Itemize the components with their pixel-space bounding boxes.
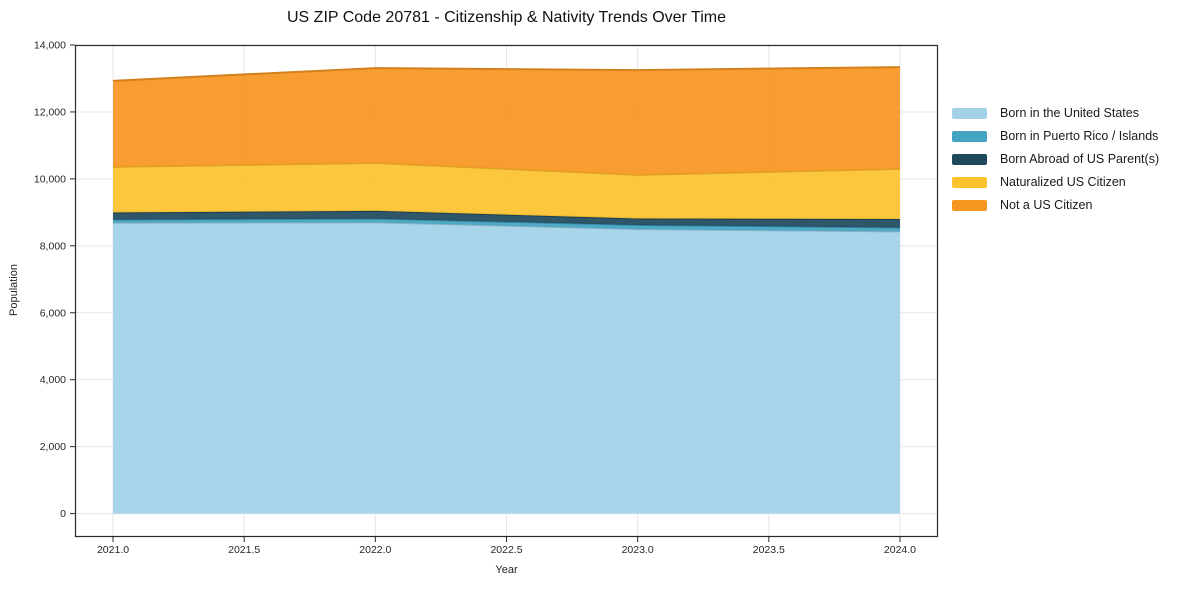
legend-item: Born Abroad of US Parent(s) [952, 152, 1159, 166]
y-tick-label: 12,000 [34, 106, 66, 118]
area-born-in-puerto-rico-islands [113, 218, 900, 232]
y-tick-label: 2,000 [40, 441, 66, 453]
x-tick-label: 2021.5 [228, 544, 260, 556]
legend-item: Not a US Citizen [952, 198, 1159, 212]
legend-label: Naturalized US Citizen [1000, 175, 1126, 189]
x-axis-label: Year [495, 564, 518, 576]
legend-label: Born in the United States [1000, 106, 1139, 120]
plot-border [74, 44, 939, 538]
y-axis-label: Population [8, 264, 20, 316]
area-born-abroad-of-us-parent-s [113, 210, 900, 228]
legend-item: Naturalized US Citizen [952, 175, 1159, 189]
y-tick-label: 4,000 [40, 374, 66, 386]
legend-item: Born in the United States [952, 106, 1159, 120]
chart-title: US ZIP Code 20781 - Citizenship & Nativi… [287, 9, 726, 26]
y-tick-label: 10,000 [34, 173, 66, 185]
x-tick-label: 2022.5 [490, 544, 522, 556]
legend-label: Not a US Citizen [1000, 198, 1093, 212]
legend: Born in the United States Born in Puerto … [952, 106, 1159, 212]
x-tick-label: 2022.0 [359, 544, 391, 556]
x-tick-label: 2023.0 [622, 544, 654, 556]
y-tick-label: 14,000 [34, 40, 66, 52]
legend-label: Born in Puerto Rico / Islands [1000, 129, 1159, 143]
area-naturalized-us-citizen [113, 162, 900, 220]
x-tick-label: 2023.5 [753, 544, 785, 556]
legend-swatch [952, 130, 987, 142]
legend-item: Born in Puerto Rico / Islands [952, 129, 1159, 143]
legend-swatch [952, 107, 987, 119]
legend-swatch [952, 176, 987, 188]
y-tick-label: 0 [60, 508, 66, 520]
x-tick-label: 2024.0 [884, 544, 916, 556]
legend-label: Born Abroad of US Parent(s) [1000, 152, 1160, 166]
legend-swatch [952, 199, 987, 211]
y-tick-label: 8,000 [40, 240, 66, 252]
area-not-a-us-citizen [113, 67, 900, 175]
legend-swatch [952, 153, 987, 165]
area-born-in-the-united-states [113, 222, 900, 514]
y-tick-label: 6,000 [40, 307, 66, 319]
edge-not-a-us-citizen [112, 66, 900, 82]
x-tick-label: 2021.0 [97, 544, 129, 556]
